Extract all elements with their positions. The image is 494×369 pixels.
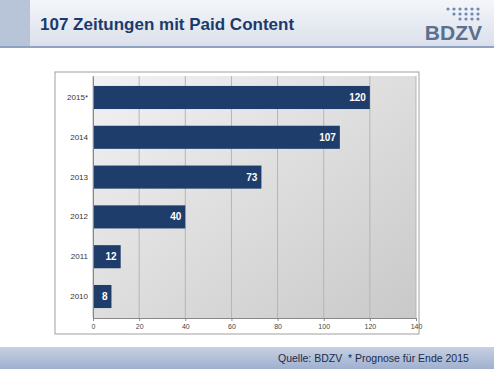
- bar: [93, 205, 185, 228]
- x-tick-label: 120: [365, 323, 377, 330]
- y-tick: 2011: [71, 252, 89, 261]
- bar: [93, 86, 370, 109]
- data-label: 8: [102, 291, 108, 302]
- footer-band: [0, 347, 494, 369]
- x-tick-label: 100: [318, 323, 330, 330]
- x-tick-mark: [231, 318, 232, 321]
- logo-dot: [452, 7, 455, 10]
- y-tick: 2015*: [67, 93, 88, 102]
- header-image: [0, 0, 30, 46]
- x-tick: 40: [182, 318, 190, 330]
- y-axis: 2015* 2014 2013 2012 2011 2010: [67, 77, 93, 319]
- x-tick-mark: [278, 318, 279, 321]
- logo-dot: [464, 12, 467, 15]
- bar: [93, 245, 121, 268]
- x-tick: 0: [92, 318, 96, 330]
- x-tick-label: 0: [92, 323, 96, 330]
- x-tick: 100: [318, 318, 330, 330]
- footnote: * Prognose für Ende 2015: [348, 352, 469, 364]
- y-tick-label: 2010: [70, 292, 88, 301]
- logo-dot: [458, 12, 461, 15]
- logo-dot: [470, 12, 473, 15]
- grid-line: [369, 76, 370, 318]
- x-tick-label: 40: [182, 323, 190, 330]
- chart: 107 Zeitungen mit Paid Content BDZV 0 20 40 6…: [0, 0, 494, 369]
- x-tick-mark: [370, 318, 371, 321]
- y-axis-line: [93, 77, 94, 319]
- y-tick-label: 2014: [70, 133, 88, 142]
- grid-line: [277, 76, 278, 318]
- x-tick-mark: [185, 318, 186, 321]
- y-tick-label: 2015*: [67, 93, 88, 102]
- data-label: 120: [349, 92, 366, 103]
- logo-dot: [452, 12, 455, 15]
- header-rule: [0, 46, 494, 48]
- bars: [93, 86, 370, 308]
- grid-line: [416, 76, 417, 318]
- logo: BDZV: [425, 21, 482, 44]
- bar: [93, 285, 111, 308]
- x-tick: 20: [136, 318, 144, 330]
- grid-line: [139, 76, 140, 318]
- y-tick: 2013: [70, 173, 88, 182]
- logo-dot: [446, 7, 449, 10]
- grid-line: [231, 76, 232, 318]
- x-tick-mark: [324, 318, 325, 321]
- header-band: [0, 0, 494, 48]
- grid-line: [93, 76, 94, 318]
- x-tick-label: 20: [136, 323, 144, 330]
- bar: [93, 126, 340, 149]
- title: 107 Zeitungen mit Paid Content: [40, 15, 294, 34]
- grid-line: [185, 76, 186, 318]
- y-tick-label: 2013: [70, 173, 88, 182]
- y-tick-label: 2011: [71, 252, 89, 261]
- logo-dot: [458, 7, 461, 10]
- logo-dots: [446, 7, 479, 20]
- y-tick: 2010: [70, 292, 88, 301]
- data-label: 12: [106, 251, 118, 262]
- data-label: 73: [246, 172, 258, 183]
- x-tick-label: 140: [411, 323, 423, 330]
- x-tick: 80: [274, 318, 282, 330]
- x-tick-mark: [139, 318, 140, 321]
- y-tick-label: 2012: [70, 212, 88, 221]
- plot-area: [93, 76, 416, 318]
- x-tick: 60: [228, 318, 236, 330]
- x-axis: 0 20 40 60 80 100 120 140: [92, 318, 423, 330]
- x-axis-line: [94, 319, 417, 322]
- logo-dot: [470, 7, 473, 10]
- x-tick: 140: [411, 318, 423, 330]
- x-tick: 120: [365, 318, 377, 330]
- data-label: 107: [319, 132, 336, 143]
- x-tick-label: 80: [274, 323, 282, 330]
- bar: [93, 166, 261, 189]
- y-tick: 2012: [70, 212, 88, 221]
- source: Quelle: BDZV: [278, 352, 342, 364]
- chart-frame: [55, 72, 419, 334]
- grid: [93, 76, 416, 318]
- logo-dot: [464, 7, 467, 10]
- data-labels: 120 107 73 40 12 8: [102, 92, 366, 302]
- data-label: 40: [170, 211, 182, 222]
- x-tick-label: 60: [228, 323, 236, 330]
- logo-dot: [476, 12, 479, 15]
- logo-dot: [476, 7, 479, 10]
- y-tick: 2014: [70, 133, 88, 142]
- grid-line: [323, 76, 324, 318]
- x-tick-mark: [416, 318, 417, 321]
